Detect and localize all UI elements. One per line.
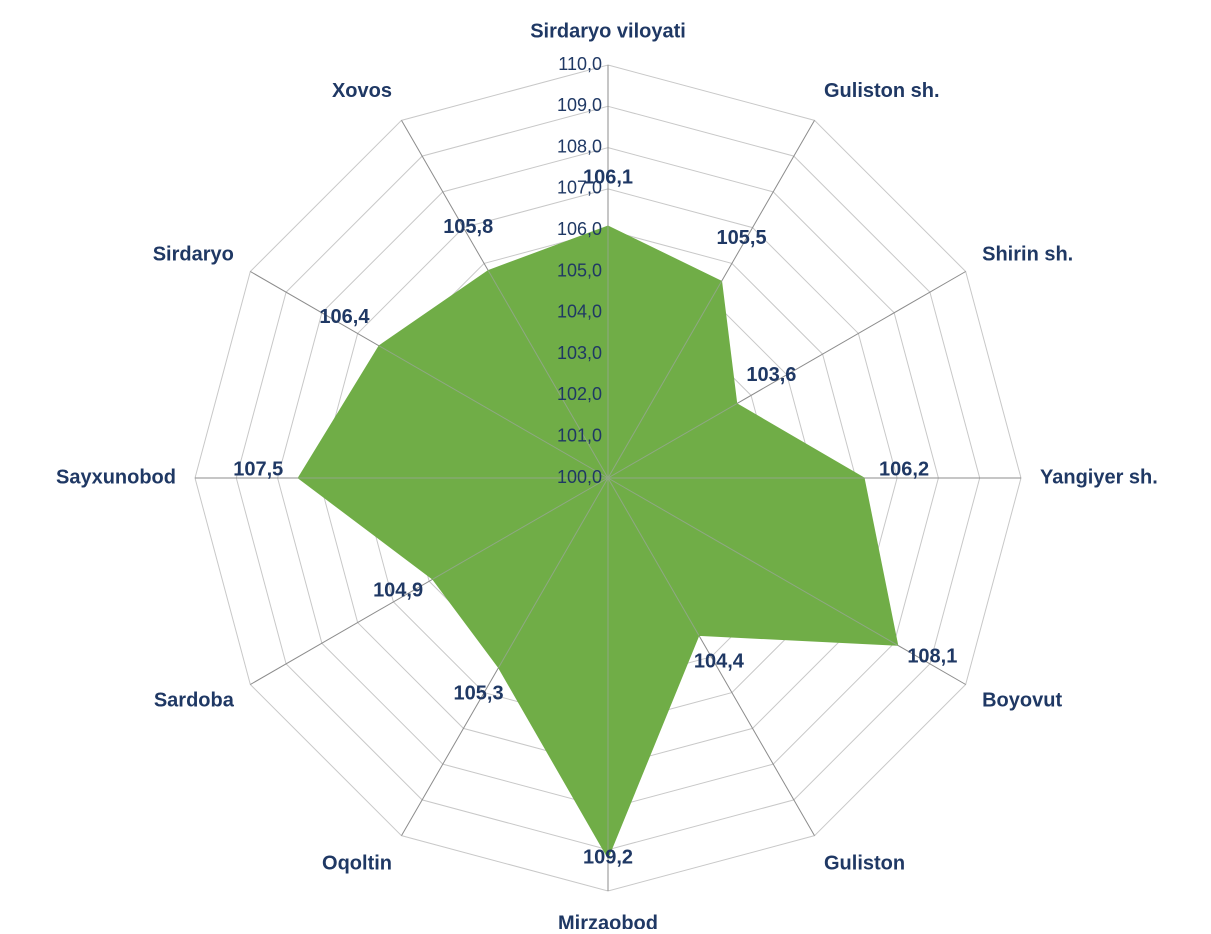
r-tick-label: 104,0 <box>557 302 602 322</box>
category-label: Sirdaryo <box>153 243 234 265</box>
spoke-inner <box>498 477 609 668</box>
category-label: Boyovut <box>982 689 1062 711</box>
category-label: Guliston sh. <box>824 80 940 102</box>
r-tick-label: 103,0 <box>557 343 602 363</box>
value-label: 104,9 <box>373 579 423 601</box>
category-label: Sardoba <box>154 689 235 711</box>
spoke-inner <box>607 477 700 636</box>
r-tick-label: 102,0 <box>557 384 602 404</box>
value-label: 106,1 <box>583 166 633 188</box>
r-tick-label: 100,0 <box>557 467 602 487</box>
value-label: 103,6 <box>746 364 796 386</box>
value-label: 105,8 <box>443 216 493 238</box>
r-tick-label: 110,0 <box>558 54 602 74</box>
r-tick-label: 109,0 <box>557 95 602 115</box>
category-label: Guliston <box>824 853 905 875</box>
value-label: 106,2 <box>879 458 929 480</box>
category-label: Sirdaryo viloyati <box>530 20 686 42</box>
value-label: 106,4 <box>319 306 370 328</box>
spoke-inner <box>607 477 898 646</box>
r-tick-label: 107,0 <box>557 178 602 198</box>
category-label: Xovos <box>332 80 392 102</box>
category-label: Oqoltin <box>322 853 392 875</box>
spoke-inner <box>607 403 738 479</box>
category-label: Mirzaobod <box>558 912 658 929</box>
spoke-inner <box>432 477 609 580</box>
category-label: Sayxunobod <box>56 466 176 488</box>
value-label: 105,3 <box>454 682 504 704</box>
value-label: 105,5 <box>717 227 767 249</box>
value-label: 108,1 <box>907 646 957 668</box>
spoke-inner <box>487 270 609 479</box>
r-tick-label: 108,0 <box>557 136 602 156</box>
r-tick-label: 105,0 <box>557 260 602 280</box>
value-label: 107,5 <box>233 458 283 480</box>
spoke-inner <box>607 281 723 479</box>
r-tick-label: 101,0 <box>557 425 602 445</box>
category-label: Shirin sh. <box>982 243 1073 265</box>
value-label: 109,2 <box>583 846 633 868</box>
spoke-inner <box>378 345 609 479</box>
r-tick-label: 106,0 <box>557 219 602 239</box>
value-label: 104,4 <box>694 650 745 672</box>
category-label: Yangiyer sh. <box>1040 466 1158 488</box>
